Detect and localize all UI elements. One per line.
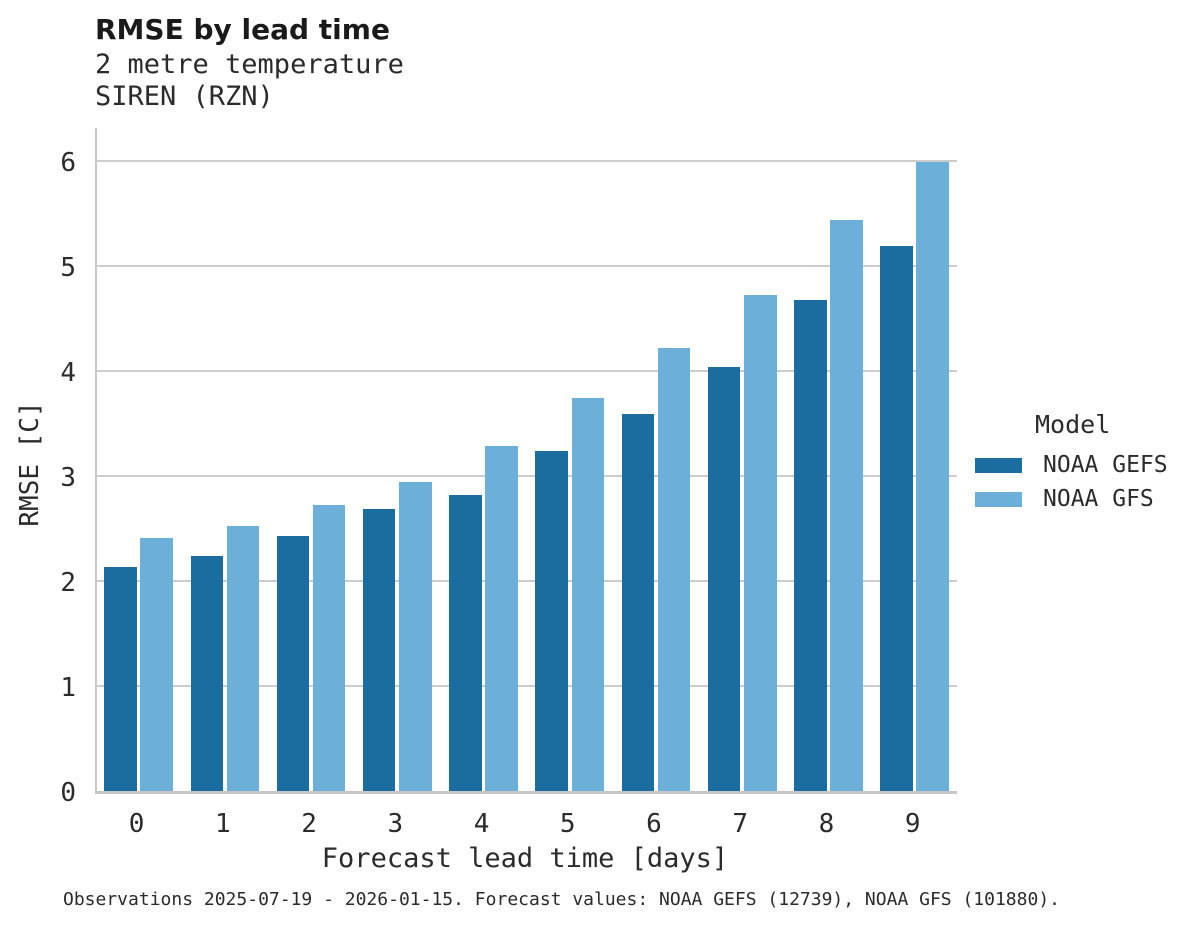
bar-noaa-gefs-day-2 [276,535,310,791]
chart-subtitle-station: SIREN (RZN) [95,81,274,112]
x-axis-title: Forecast lead time [days] [321,843,729,874]
y-tick-label-5: 5 [60,252,76,283]
bar-noaa-gefs-day-3 [362,508,396,791]
bar-noaa-gfs-day-7 [744,295,777,791]
x-tick-label-4: 4 [473,809,490,839]
bar-noaa-gefs-day-9 [880,246,913,791]
bar-noaa-gfs-day-8 [830,219,863,791]
bar-noaa-gfs-day-3 [399,482,432,791]
y-tick-label-2: 2 [60,567,76,598]
bar-noaa-gfs-day-2 [312,505,346,791]
x-tick-label-5: 5 [559,809,576,839]
gridline-y-5 [97,265,957,267]
bar-noaa-gefs-day-7 [707,366,741,791]
bar-noaa-gfs-day-1 [226,526,260,791]
bar-noaa-gefs-day-8 [794,299,827,791]
bar-noaa-gfs-day-6 [657,347,691,791]
gridline-y-3 [97,475,957,477]
gridline-y-6 [97,160,957,162]
gridline-y-1 [97,685,957,687]
x-tick-label-2: 2 [301,809,317,839]
x-tick-label-3: 3 [387,809,404,839]
gridline-y-4 [97,370,957,372]
legend-label-noaa-gfs: NOAA GFS [1043,486,1154,512]
bar-noaa-gefs-day-6 [621,414,655,791]
bar-noaa-gefs-day-1 [190,555,224,791]
legend-label-noaa-gefs: NOAA GEFS [1043,452,1168,478]
legend-title: Model [1035,410,1111,439]
bar-noaa-gfs-day-9 [916,162,949,791]
gridline-y-2 [97,580,957,582]
legend-entry-noaa-gfs: NOAA GFS [975,487,1190,511]
y-tick-label-0: 0 [60,777,76,808]
footer-caption: Observations 2025-07-19 - 2026-01-15. Fo… [63,889,1060,910]
bar-noaa-gfs-day-0 [140,537,173,791]
x-tick-label-1: 1 [215,809,231,839]
chart-title: RMSE by lead time [95,13,390,46]
bar-noaa-gefs-day-0 [104,567,137,791]
x-tick-label-9: 9 [904,809,921,839]
x-tick-label-0: 0 [128,809,145,839]
legend-entry-noaa-gefs: NOAA GEFS [975,453,1190,477]
plot-area [95,128,957,794]
y-tick-label-3: 3 [60,462,76,493]
legend-swatch-noaa-gefs [975,457,1022,473]
chart-subtitle-variable: 2 metre temperature [95,49,404,80]
bar-noaa-gfs-day-5 [571,398,605,791]
bar-noaa-gefs-day-4 [449,494,482,791]
legend: Model NOAA GEFS NOAA GFS [975,412,1190,521]
y-tick-label-6: 6 [60,147,76,178]
legend-swatch-noaa-gfs [975,491,1022,507]
y-tick-label-4: 4 [60,357,76,388]
x-tick-label-8: 8 [818,809,835,839]
x-tick-label-6: 6 [646,809,662,839]
x-tick-label-7: 7 [732,809,749,839]
bar-noaa-gefs-day-5 [535,450,568,791]
bar-noaa-gfs-day-4 [485,445,518,791]
y-tick-label-1: 1 [60,672,76,703]
